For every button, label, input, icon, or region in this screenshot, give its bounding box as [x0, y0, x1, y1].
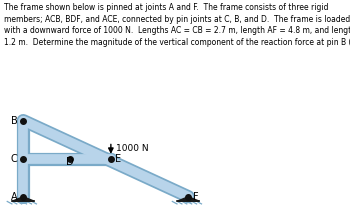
Polygon shape — [12, 197, 34, 201]
Text: 1.2 m.  Determine the magnitude of the vertical component of the reaction force : 1.2 m. Determine the magnitude of the ve… — [4, 38, 350, 47]
Text: members; ACB, BDF, and ACE, connected by pin joints at C, B, and D.  The frame i: members; ACB, BDF, and ACE, connected by… — [4, 15, 350, 24]
Text: The frame shown below is pinned at joints A and F.  The frame consists of three : The frame shown below is pinned at joint… — [4, 3, 329, 12]
Text: F: F — [193, 192, 198, 202]
Text: C: C — [10, 154, 17, 164]
Text: B: B — [12, 116, 18, 126]
Text: with a downward force of 1000 N.  Lengths AC = CB = 2.7 m, length AF = 4.8 m, an: with a downward force of 1000 N. Lengths… — [4, 26, 350, 35]
Polygon shape — [177, 197, 199, 201]
Text: E: E — [115, 154, 121, 164]
Text: 1000 N: 1000 N — [117, 144, 149, 153]
Text: D: D — [66, 158, 74, 167]
Text: A: A — [10, 192, 17, 202]
